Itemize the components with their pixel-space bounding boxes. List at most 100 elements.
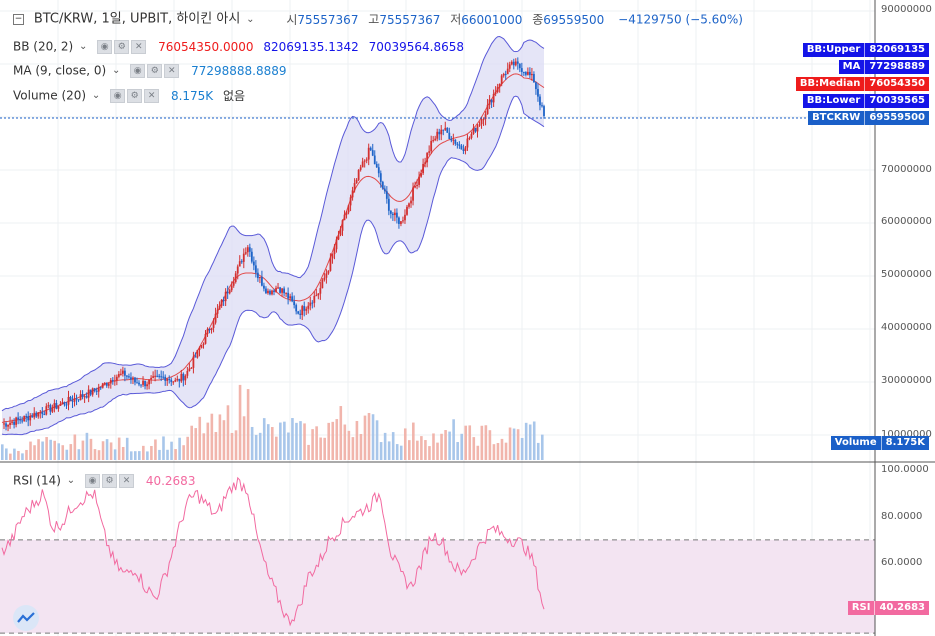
candle-body	[273, 290, 275, 293]
candle-body	[494, 91, 497, 94]
candle-body	[198, 348, 201, 350]
candle-body	[5, 423, 7, 427]
candle-body	[246, 247, 249, 253]
candle-body	[379, 173, 382, 182]
candle-body	[261, 277, 263, 286]
volume-bar	[291, 418, 294, 460]
open-label: 시	[286, 12, 298, 27]
eye-icon[interactable]: ◉	[110, 88, 126, 103]
close-icon[interactable]: ✕	[131, 39, 147, 54]
candle-body	[33, 412, 36, 418]
volume-bar	[125, 437, 129, 460]
close-icon[interactable]: ✕	[144, 88, 160, 103]
candle-body	[117, 374, 120, 377]
candle-body	[297, 311, 300, 314]
chevron-down-icon[interactable]: ⌄	[66, 474, 76, 486]
volume-bar	[367, 412, 371, 460]
volume-bar	[532, 421, 536, 460]
eye-icon[interactable]: ◉	[97, 39, 113, 54]
price-tick: 30000000	[881, 375, 932, 386]
volume-bar	[154, 439, 157, 460]
chevron-down-icon[interactable]: ⌄	[246, 13, 255, 25]
candle-body	[53, 403, 56, 409]
candle-body	[3, 423, 5, 425]
candle-body	[307, 305, 310, 309]
volume-bar	[335, 419, 339, 460]
chevron-down-icon[interactable]: ⌄	[91, 89, 101, 101]
volume-bar	[512, 428, 516, 460]
volume-bar	[524, 422, 528, 460]
candle-body	[412, 187, 414, 201]
low-label: 저	[450, 12, 462, 27]
candle-body	[136, 382, 138, 384]
eye-icon[interactable]: ◉	[130, 63, 146, 78]
candle-body	[29, 415, 32, 421]
open-value: 75557367	[297, 12, 359, 27]
candle-body	[504, 74, 507, 76]
change-value: −4129750 (−5.60%)	[618, 12, 743, 27]
candle-body	[524, 72, 527, 75]
volume-bar	[226, 405, 230, 460]
candle-body	[347, 205, 350, 213]
chevron-down-icon[interactable]: ⌄	[112, 64, 121, 76]
rsi-band	[0, 539, 875, 634]
tag-name: BTCKRW	[812, 112, 861, 123]
candle-body	[180, 373, 183, 382]
volume-bar	[150, 445, 153, 460]
volume-bar	[29, 441, 32, 460]
volume-bar	[45, 437, 48, 460]
candle-body	[103, 382, 106, 384]
bb-lower-value: 70039564.8658	[368, 39, 465, 54]
gear-icon[interactable]: ⚙	[147, 63, 163, 78]
bb-name[interactable]: BB (20, 2)	[13, 39, 74, 54]
volume-bar	[121, 446, 125, 460]
gear-icon[interactable]: ⚙	[114, 39, 130, 54]
candle-body	[263, 285, 265, 289]
minus-square-icon[interactable]: −	[13, 14, 24, 25]
chevron-down-icon[interactable]: ⌄	[79, 40, 88, 52]
tradingview-logo-icon[interactable]	[13, 605, 39, 631]
candle-body	[371, 150, 374, 156]
rsi-tick: 60.0000	[881, 557, 923, 568]
close-icon[interactable]: ✕	[119, 473, 134, 488]
candle-body	[19, 419, 22, 421]
volume-bar	[17, 450, 20, 460]
candle-body	[420, 173, 422, 177]
volume-bar	[13, 448, 16, 460]
candle-body	[234, 273, 237, 283]
symbol-title[interactable]: BTC/KRW, 1일, UPBIT, 하이킨 아시	[33, 11, 241, 27]
candle-body	[351, 190, 354, 198]
candle-body	[182, 373, 185, 381]
candle-body	[357, 169, 360, 180]
volume-bar	[432, 433, 435, 460]
gear-icon[interactable]: ⚙	[102, 473, 117, 488]
candle-body	[373, 155, 376, 165]
candle-body	[186, 370, 189, 376]
eye-icon[interactable]: ◉	[85, 473, 100, 488]
volume-bar	[311, 429, 314, 460]
volume-bar	[105, 439, 109, 460]
candle-body	[204, 333, 207, 344]
volume-bar	[25, 449, 28, 460]
ma-name[interactable]: MA (9, close, 0)	[13, 63, 107, 78]
candle-body	[121, 370, 124, 374]
volume-bars	[1, 384, 544, 460]
volume-name[interactable]: Volume (20)	[13, 88, 87, 103]
candle-body	[335, 239, 338, 250]
volume-bar	[299, 421, 302, 460]
candle-body	[422, 163, 425, 174]
volume-bar	[375, 420, 379, 460]
volume-bar	[230, 432, 234, 460]
volume-bar	[351, 437, 355, 460]
candle-body	[365, 159, 368, 161]
candle-body	[65, 404, 68, 406]
close-icon[interactable]: ✕	[164, 63, 180, 78]
candle-body	[541, 105, 543, 107]
candle-body	[83, 396, 86, 398]
gear-icon[interactable]: ⚙	[127, 88, 143, 103]
volume-bar	[33, 445, 36, 460]
rsi-name[interactable]: RSI (14)	[13, 473, 61, 488]
bb-upper-value: 82069135.1342	[263, 39, 359, 54]
rsi-path	[1, 476, 545, 627]
